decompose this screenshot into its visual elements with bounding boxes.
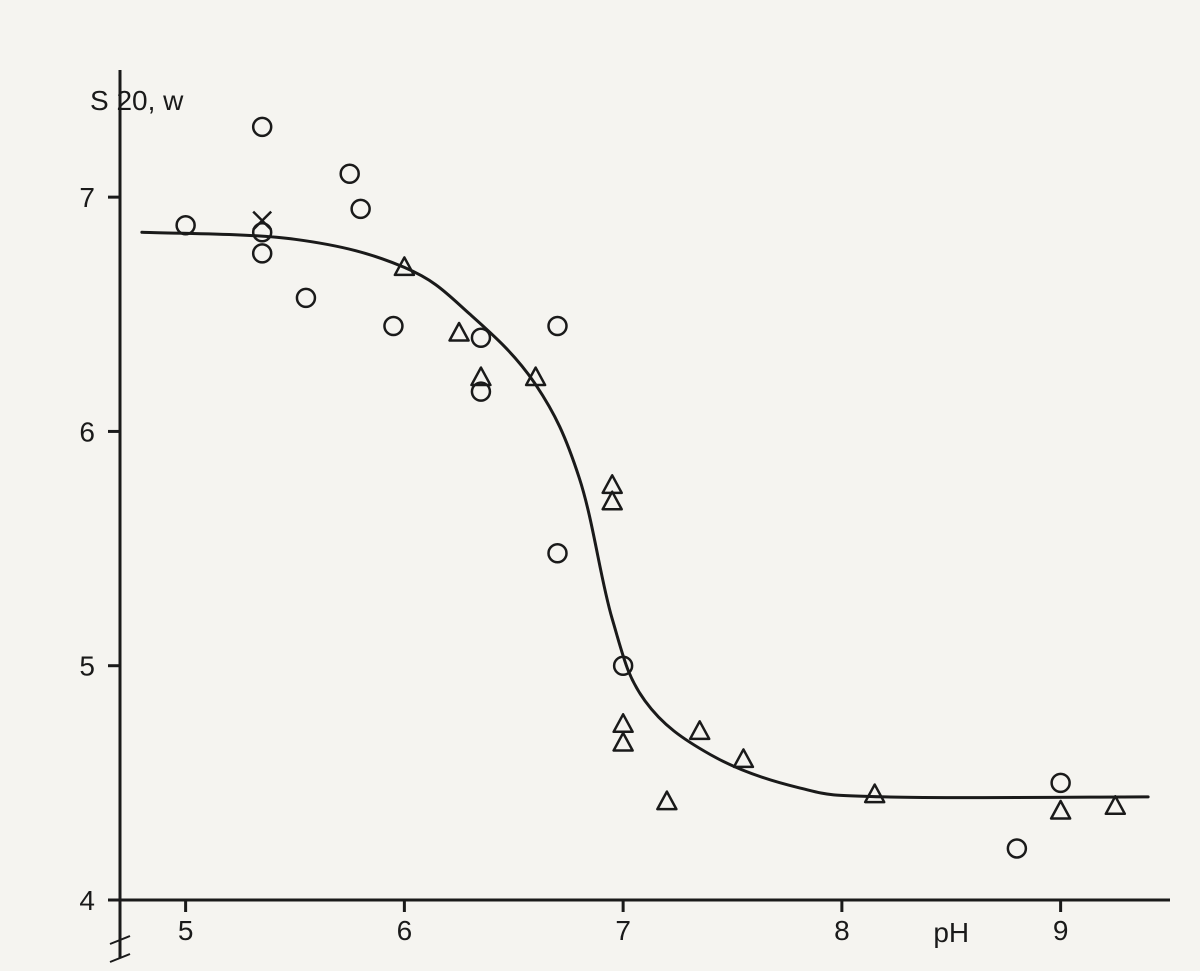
x-tick-label: 9 (1053, 915, 1069, 946)
y-tick-label: 6 (79, 416, 95, 447)
chart-container: 4 5 6 7 5 6 7 8 9 S 20, w pH (0, 0, 1200, 971)
y-tick-label: 7 (79, 182, 95, 213)
x-tick-label: 7 (615, 915, 631, 946)
y-axis-label: S 20, w (90, 85, 184, 116)
scatter-chart: 4 5 6 7 5 6 7 8 9 S 20, w pH (0, 0, 1200, 971)
x-tick-label: 8 (834, 915, 850, 946)
x-tick-label: 5 (178, 915, 194, 946)
x-axis-label: pH (933, 917, 969, 948)
y-tick-label: 5 (79, 651, 95, 682)
x-tick-label: 6 (397, 915, 413, 946)
y-tick-label: 4 (79, 885, 95, 916)
